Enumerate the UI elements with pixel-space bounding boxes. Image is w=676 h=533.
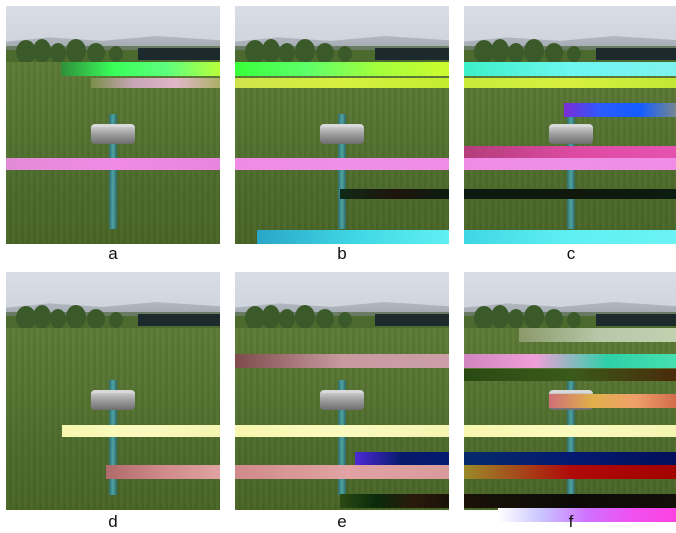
glitch-band xyxy=(464,78,676,88)
glitch-band xyxy=(340,189,449,199)
glitch-band xyxy=(464,369,676,381)
panel-a xyxy=(6,6,220,244)
pole xyxy=(338,114,346,229)
panel-label-b: b xyxy=(337,244,347,263)
glitch-band xyxy=(235,158,449,170)
glitch-band xyxy=(464,452,676,466)
panel-b xyxy=(235,6,449,244)
glitch-band xyxy=(464,146,676,158)
tree-line xyxy=(474,305,676,330)
target-disc xyxy=(320,124,364,144)
glitch-band xyxy=(257,230,449,244)
glitch-band xyxy=(464,354,676,368)
glitch-band xyxy=(235,425,449,437)
tree-line xyxy=(245,305,449,330)
glitch-band xyxy=(564,103,676,117)
tree-line xyxy=(16,305,220,330)
panel-label-e: e xyxy=(337,512,347,531)
panel-c xyxy=(464,6,676,244)
glitch-band xyxy=(235,354,449,368)
pole xyxy=(338,380,346,495)
glitch-band xyxy=(498,508,676,522)
glitch-band xyxy=(61,62,220,76)
glitch-band xyxy=(91,78,220,88)
glitch-band xyxy=(464,158,676,170)
glitch-band xyxy=(340,494,449,508)
pole xyxy=(567,380,575,495)
pole xyxy=(567,114,575,229)
glitch-band xyxy=(549,394,676,408)
glitch-band xyxy=(235,62,449,76)
glitch-band xyxy=(106,465,220,479)
glitch-band xyxy=(464,494,676,508)
panel-label-d: d xyxy=(108,512,118,531)
panel-label-f: f xyxy=(568,512,574,531)
tree-line xyxy=(474,39,676,64)
tree-line xyxy=(245,39,449,64)
glitch-band xyxy=(464,230,676,244)
panel-label-a: a xyxy=(108,244,118,263)
glitch-band xyxy=(464,189,676,199)
target-disc xyxy=(549,124,593,144)
glitch-band xyxy=(62,425,220,437)
target-disc xyxy=(91,390,135,410)
panel-f xyxy=(464,272,676,510)
glitch-band xyxy=(464,425,676,437)
target-disc xyxy=(91,124,135,144)
target-disc xyxy=(320,390,364,410)
tree-line xyxy=(16,39,220,64)
glitch-band xyxy=(464,62,676,76)
glitch-band xyxy=(235,465,449,479)
pole xyxy=(109,114,117,229)
glitch-band xyxy=(464,465,676,479)
glitch-band xyxy=(6,158,220,170)
pole xyxy=(109,380,117,495)
glitch-band xyxy=(235,78,449,88)
panel-d xyxy=(6,272,220,510)
panel-e xyxy=(235,272,449,510)
panel-label-c: c xyxy=(566,244,576,263)
glitch-band xyxy=(355,452,449,466)
glitch-band xyxy=(519,328,676,342)
